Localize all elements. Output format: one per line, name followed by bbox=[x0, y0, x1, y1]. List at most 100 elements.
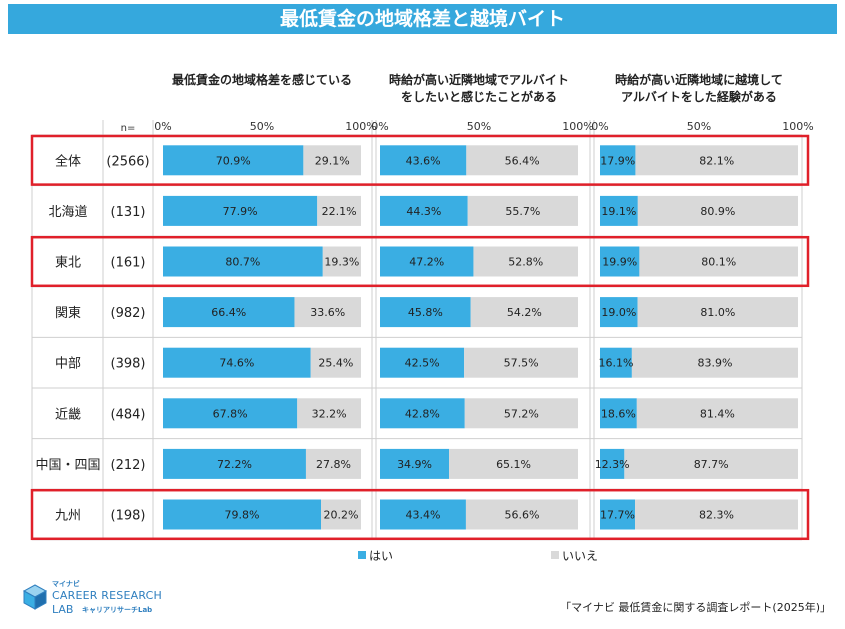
data-label-no: 52.8% bbox=[508, 256, 543, 269]
legend-no: いいえ bbox=[551, 547, 598, 564]
logo-line-1: マイナビ bbox=[52, 580, 80, 588]
category-label: 近畿 bbox=[55, 407, 81, 422]
data-label-no: 25.4% bbox=[318, 357, 353, 370]
bar-no bbox=[470, 297, 578, 328]
data-label-no: 56.6% bbox=[504, 509, 539, 522]
data-label-no: 82.1% bbox=[699, 154, 734, 167]
logo-line-4: キャリアリサーチLab bbox=[82, 606, 153, 614]
legend-yes: はい bbox=[358, 547, 393, 564]
data-label-yes: 47.2% bbox=[409, 256, 444, 269]
legend-no-swatch bbox=[551, 551, 559, 559]
n-value: (131) bbox=[111, 205, 146, 220]
bar-yes bbox=[600, 297, 638, 328]
data-label-no: 32.2% bbox=[312, 407, 347, 420]
bar-no bbox=[635, 499, 798, 530]
bar-no bbox=[449, 448, 578, 479]
highlight-box bbox=[30, 235, 810, 288]
bar-no bbox=[322, 246, 361, 277]
data-label-yes: 72.2% bbox=[217, 458, 252, 471]
n-value: (982) bbox=[111, 306, 146, 321]
data-label-yes: 17.9% bbox=[600, 154, 635, 167]
bar-yes bbox=[163, 145, 304, 176]
tick-label-panel1-100: 100% bbox=[345, 120, 376, 133]
n-label: n= bbox=[121, 123, 136, 134]
bar-yes bbox=[163, 448, 306, 479]
data-label-no: 20.2% bbox=[324, 509, 359, 522]
data-label-no: 81.0% bbox=[700, 306, 735, 319]
tick-label-panel2-0: 0% bbox=[371, 120, 388, 133]
bar-yes bbox=[163, 347, 311, 378]
data-label-yes: 74.6% bbox=[219, 357, 254, 370]
bar-yes bbox=[163, 398, 298, 429]
bar-yes bbox=[380, 246, 474, 277]
bar-yes bbox=[600, 448, 625, 479]
bar-no bbox=[294, 297, 361, 328]
bar-no bbox=[303, 145, 361, 176]
bar-no bbox=[637, 195, 798, 226]
panel-header-1-line-1: 最低賃金の地域格差を感じている bbox=[171, 73, 352, 87]
data-label-yes: 66.4% bbox=[211, 306, 246, 319]
tick-label-panel1-50: 50% bbox=[250, 120, 274, 133]
category-label: 北海道 bbox=[48, 205, 87, 220]
category-label: 中部 bbox=[55, 357, 81, 372]
data-label-no: 82.3% bbox=[699, 509, 734, 522]
tick-label-panel1-0: 0% bbox=[154, 120, 171, 133]
bar-yes bbox=[163, 499, 322, 530]
data-label-yes: 43.6% bbox=[406, 154, 441, 167]
bar-yes bbox=[600, 195, 638, 226]
bar-no bbox=[464, 398, 578, 429]
n-value: (198) bbox=[111, 509, 146, 524]
bar-no bbox=[637, 297, 798, 328]
bar-no bbox=[464, 347, 578, 378]
n-value: (2566) bbox=[106, 154, 149, 169]
data-label-yes: 45.8% bbox=[408, 306, 443, 319]
bar-no bbox=[624, 448, 798, 479]
data-label-no: 83.9% bbox=[697, 357, 732, 370]
tick-label-panel3-50: 50% bbox=[687, 120, 711, 133]
bar-no bbox=[317, 195, 361, 226]
panel-header-2-line-1: 時給が高い近隣地域でアルバイト bbox=[389, 73, 569, 87]
data-label-yes: 19.9% bbox=[602, 256, 637, 269]
career-research-lab-logo: マイナビ CAREER RESEARCH LAB キャリアリサーチLab bbox=[22, 579, 162, 619]
data-label-no: 27.8% bbox=[316, 458, 351, 471]
data-label-yes: 18.6% bbox=[601, 407, 636, 420]
data-label-yes: 34.9% bbox=[397, 458, 432, 471]
panel-header-2: 時給が高い近隣地域でアルバイト をしたいと感じたことがある bbox=[380, 72, 578, 106]
n-value: (398) bbox=[111, 357, 146, 372]
highlight-box bbox=[30, 134, 810, 186]
n-value: (484) bbox=[111, 407, 146, 422]
bar-yes bbox=[600, 347, 632, 378]
bar-yes bbox=[600, 398, 637, 429]
bar-yes bbox=[380, 297, 471, 328]
data-label-no: 80.1% bbox=[701, 256, 736, 269]
bar-no bbox=[631, 347, 798, 378]
logo-line-2: CAREER RESEARCH bbox=[52, 589, 162, 602]
category-label: 関東 bbox=[55, 305, 81, 321]
panel-header-3: 時給が高い近隣地域に越境して アルバイトをした経験がある bbox=[600, 72, 798, 106]
panel-header-2-line-2: をしたいと感じたことがある bbox=[400, 90, 557, 104]
legend-yes-swatch bbox=[358, 551, 366, 559]
tick-label-panel2-100: 100% bbox=[562, 120, 593, 133]
bar-no bbox=[465, 499, 578, 530]
data-label-no: 29.1% bbox=[315, 154, 350, 167]
bar-no bbox=[639, 246, 798, 277]
bar-yes bbox=[163, 297, 295, 328]
data-label-no: 33.6% bbox=[310, 306, 345, 319]
bar-no bbox=[297, 398, 361, 429]
data-label-no: 22.1% bbox=[322, 205, 357, 218]
data-label-yes: 19.0% bbox=[601, 306, 636, 319]
bar-no bbox=[321, 499, 361, 530]
data-label-no: 55.7% bbox=[505, 205, 540, 218]
data-label-yes: 42.5% bbox=[405, 357, 440, 370]
cube-logo-icon bbox=[22, 584, 48, 610]
data-label-yes: 44.3% bbox=[406, 205, 441, 218]
bar-yes bbox=[600, 246, 640, 277]
chart-title: 最低賃金の地域格差と越境バイト bbox=[8, 4, 837, 34]
tick-label-panel3-100: 100% bbox=[782, 120, 813, 133]
panel-header-3-line-1: 時給が高い近隣地域に越境して bbox=[615, 73, 783, 87]
data-label-yes: 12.3% bbox=[595, 458, 630, 471]
data-label-no: 87.7% bbox=[694, 458, 729, 471]
category-label: 中国・四国 bbox=[35, 458, 100, 473]
data-label-yes: 19.1% bbox=[601, 205, 636, 218]
